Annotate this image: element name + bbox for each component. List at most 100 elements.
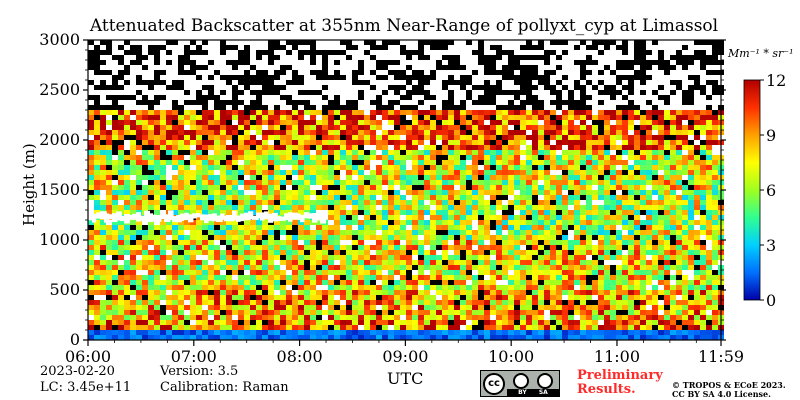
heatmap-cell <box>592 90 598 95</box>
heatmap-cell <box>298 50 304 55</box>
heatmap-cell <box>100 165 106 170</box>
heatmap-cell <box>364 75 370 80</box>
heatmap-cell <box>328 170 334 175</box>
heatmap-cell <box>364 130 370 135</box>
heatmap-cell <box>220 255 226 260</box>
heatmap-cell <box>256 155 262 160</box>
heatmap-cell <box>190 195 196 200</box>
heatmap-cell <box>532 270 538 275</box>
heatmap-cell <box>88 185 94 190</box>
heatmap-cell <box>586 165 592 170</box>
heatmap-cell <box>244 210 250 215</box>
heatmap-cell <box>346 245 352 250</box>
heatmap-cell <box>550 80 556 85</box>
heatmap-cell <box>214 195 220 200</box>
heatmap-cell <box>208 250 214 255</box>
heatmap-cell <box>394 175 400 180</box>
heatmap-cell <box>604 205 610 210</box>
heatmap-cell <box>214 235 220 240</box>
heatmap-cell <box>340 240 346 245</box>
heatmap-cell <box>196 250 202 255</box>
heatmap-cell <box>172 45 178 50</box>
heatmap-cell <box>268 250 274 255</box>
heatmap-cell <box>430 70 436 75</box>
heatmap-cell <box>112 115 118 120</box>
heatmap-cell <box>664 110 670 115</box>
heatmap-cell <box>670 195 676 200</box>
heatmap-cell <box>118 40 124 45</box>
heatmap-cell <box>202 50 208 55</box>
heatmap-cell <box>322 75 328 80</box>
heatmap-cell <box>436 260 442 265</box>
heatmap-cell <box>190 150 196 155</box>
heatmap-cell <box>526 110 532 115</box>
heatmap-cell <box>256 160 262 165</box>
heatmap-cell <box>184 45 190 50</box>
heatmap-cell <box>694 45 700 50</box>
heatmap-cell <box>160 145 166 150</box>
heatmap-cell <box>166 180 172 185</box>
heatmap-cell <box>442 195 448 200</box>
heatmap-cell <box>562 230 568 235</box>
heatmap-cell <box>292 200 298 205</box>
heatmap-cell <box>124 180 130 185</box>
heatmap-cell <box>604 55 610 60</box>
heatmap-cell <box>334 100 340 105</box>
heatmap-cell <box>532 160 538 165</box>
heatmap-cell <box>610 225 616 230</box>
heatmap-cell <box>676 190 682 195</box>
heatmap-cell <box>202 270 208 275</box>
heatmap-cell <box>616 55 622 60</box>
heatmap-cell <box>598 250 604 255</box>
heatmap-cell <box>262 205 268 210</box>
heatmap-cell <box>418 165 424 170</box>
heatmap-cell <box>124 155 130 160</box>
heatmap-cell <box>406 230 412 235</box>
heatmap-cell <box>688 255 694 260</box>
heatmap-cell <box>652 205 658 210</box>
heatmap-cell <box>562 265 568 270</box>
heatmap-cell <box>400 105 406 110</box>
heatmap-cell <box>346 195 352 200</box>
heatmap-cell <box>568 265 574 270</box>
heatmap-cell <box>310 45 316 50</box>
heatmap-cell <box>202 165 208 170</box>
heatmap-cell <box>406 95 412 100</box>
heatmap-cell <box>202 75 208 80</box>
heatmap-cell <box>232 180 238 185</box>
heatmap-cell <box>508 165 514 170</box>
heatmap-cell <box>610 105 616 110</box>
heatmap-cell <box>400 205 406 210</box>
heatmap-cell <box>316 230 322 235</box>
heatmap-cell <box>136 75 142 80</box>
heatmap-cell <box>382 50 388 55</box>
heatmap-cell <box>688 260 694 265</box>
heatmap-cell <box>268 140 274 145</box>
heatmap-cell <box>508 250 514 255</box>
heatmap-cell <box>232 165 238 170</box>
heatmap-cell <box>448 225 454 230</box>
heatmap-cell <box>232 85 238 90</box>
heatmap-cell <box>568 60 574 65</box>
heatmap-cell <box>586 75 592 80</box>
heatmap-cell <box>538 215 544 220</box>
heatmap-cell <box>574 270 580 275</box>
heatmap-cell <box>664 240 670 245</box>
heatmap-cell <box>640 170 646 175</box>
heatmap-cell <box>130 115 136 120</box>
heatmap-cell <box>334 260 340 265</box>
heatmap-cell <box>538 60 544 65</box>
heatmap-cell <box>412 165 418 170</box>
heatmap-cell <box>370 70 376 75</box>
heatmap-cell <box>418 270 424 275</box>
heatmap-cell <box>112 80 118 85</box>
heatmap-cell <box>616 105 622 110</box>
heatmap-cell <box>424 215 430 220</box>
heatmap-cell <box>580 65 586 70</box>
heatmap-cell <box>586 45 592 50</box>
heatmap-cell <box>94 180 100 185</box>
heatmap-cell <box>346 185 352 190</box>
heatmap-cell <box>94 130 100 135</box>
heatmap-cell <box>232 40 238 45</box>
heatmap-cell <box>646 60 652 65</box>
